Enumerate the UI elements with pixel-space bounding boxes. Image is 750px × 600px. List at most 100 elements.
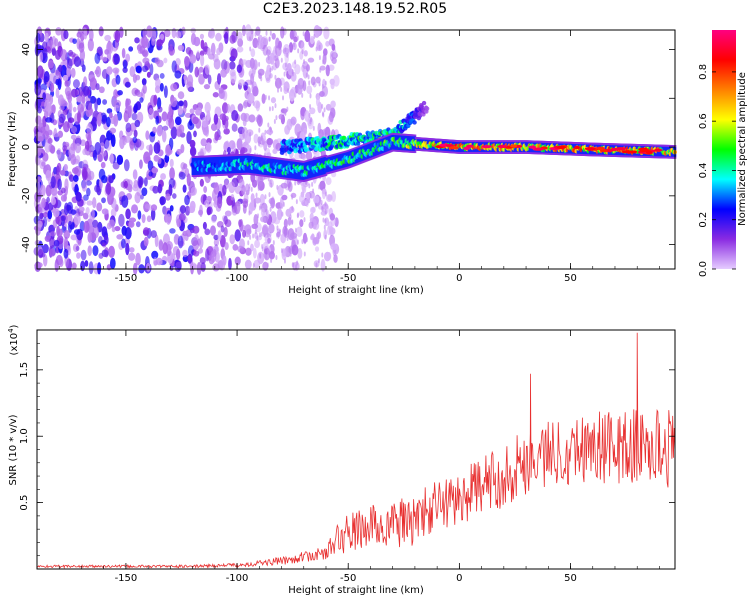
x-axis-label-top: Height of straight line (km) (288, 285, 424, 296)
noise-blob (139, 159, 143, 169)
noise-blob (286, 236, 289, 242)
noise-blob (76, 252, 81, 259)
noise-blob (204, 228, 211, 236)
noise-blob (229, 69, 236, 77)
noise-blob (325, 103, 332, 111)
noise-blob (186, 131, 192, 144)
noise-blob (81, 166, 88, 178)
noise-blob (101, 226, 108, 238)
band-peak (574, 145, 581, 150)
noise-blob (264, 129, 267, 135)
noise-blob (73, 229, 81, 235)
noise-blob (266, 138, 274, 146)
noise-blob (57, 130, 64, 138)
noise-blob (295, 199, 298, 205)
noise-blob (322, 217, 325, 223)
noise-blob (280, 57, 283, 63)
y-tick-label: 20 (21, 92, 32, 105)
noise-blob (39, 184, 46, 197)
noise-blob (118, 213, 125, 227)
noise-blob (201, 116, 209, 128)
noise-blob (296, 35, 299, 41)
noise-blob (260, 216, 266, 223)
noise-blob (139, 97, 144, 103)
noise-blob (185, 46, 192, 55)
noise-blob (80, 249, 87, 261)
noise-blob (322, 112, 325, 118)
noise-blob (268, 95, 271, 101)
noise-blob (59, 105, 65, 111)
noise-blob (77, 103, 84, 113)
noise-blob (223, 128, 230, 135)
noise-blob (165, 193, 171, 201)
noise-blob (148, 171, 153, 177)
noise-blob (189, 200, 196, 211)
noise-blob (42, 92, 46, 101)
noise-blob (60, 187, 66, 194)
noise-blob (128, 46, 134, 52)
noise-blob (221, 59, 228, 71)
noise-blob (291, 194, 294, 200)
noise-blob (70, 209, 77, 215)
noise-blob (328, 111, 334, 123)
noise-blob (282, 201, 285, 207)
noise-blob (216, 196, 223, 209)
noise-blob (270, 182, 273, 188)
noise-blob (35, 155, 40, 166)
noise-blob (56, 225, 61, 237)
noise-blob (44, 32, 49, 43)
y-axis-label-top: Frequency (Hz) (7, 111, 18, 187)
noise-blob (228, 257, 232, 271)
colorbar-tick-label: 0.8 (698, 64, 709, 80)
noise-blob (239, 238, 245, 250)
noise-blob (318, 55, 321, 61)
noise-blob (122, 59, 128, 69)
noise-blob (327, 221, 333, 231)
colorbar-tick-label: 0.4 (698, 162, 709, 178)
noise-blob (278, 229, 281, 235)
noise-blob (36, 65, 44, 79)
noise-blob (98, 86, 105, 94)
noise-blob (255, 116, 258, 122)
noise-blob (62, 145, 68, 152)
noise-blob (229, 61, 236, 70)
noise-blob (272, 148, 278, 155)
noise-blob (174, 116, 182, 126)
noise-blob (86, 200, 93, 206)
noise-blob (172, 193, 177, 199)
noise-blob (321, 103, 324, 109)
band-peak (497, 144, 507, 149)
noise-blob (153, 154, 160, 162)
noise-blob (306, 85, 313, 94)
noise-blob (184, 55, 190, 67)
noise-blob (315, 262, 318, 268)
noise-blob (259, 253, 262, 259)
noise-blob (330, 243, 338, 251)
noise-blob (308, 112, 311, 118)
noise-blob (133, 103, 138, 113)
noise-blob (79, 220, 85, 232)
noise-blob (174, 260, 182, 273)
noise-blob (274, 74, 277, 80)
noise-blob (331, 57, 337, 65)
noise-blob (155, 78, 161, 90)
noise-blob (258, 61, 261, 67)
noise-blob (94, 52, 101, 65)
noise-blob (97, 262, 102, 275)
noise-blob (265, 49, 271, 56)
noise-blob (162, 125, 169, 131)
x-tick-label: 0 (456, 573, 462, 584)
x-tick-label: -100 (226, 573, 249, 584)
noise-blob (151, 167, 159, 174)
noise-blob (157, 183, 163, 194)
noise-blob (96, 202, 103, 212)
noise-blob (174, 70, 182, 79)
noise-blob (309, 207, 316, 214)
noise-blob (224, 242, 229, 250)
noise-blob (86, 187, 91, 197)
noise-blob (50, 187, 58, 196)
noise-blob (322, 48, 328, 57)
noise-blob (314, 246, 320, 252)
noise-blob (242, 229, 247, 238)
noise-blob (73, 56, 81, 67)
